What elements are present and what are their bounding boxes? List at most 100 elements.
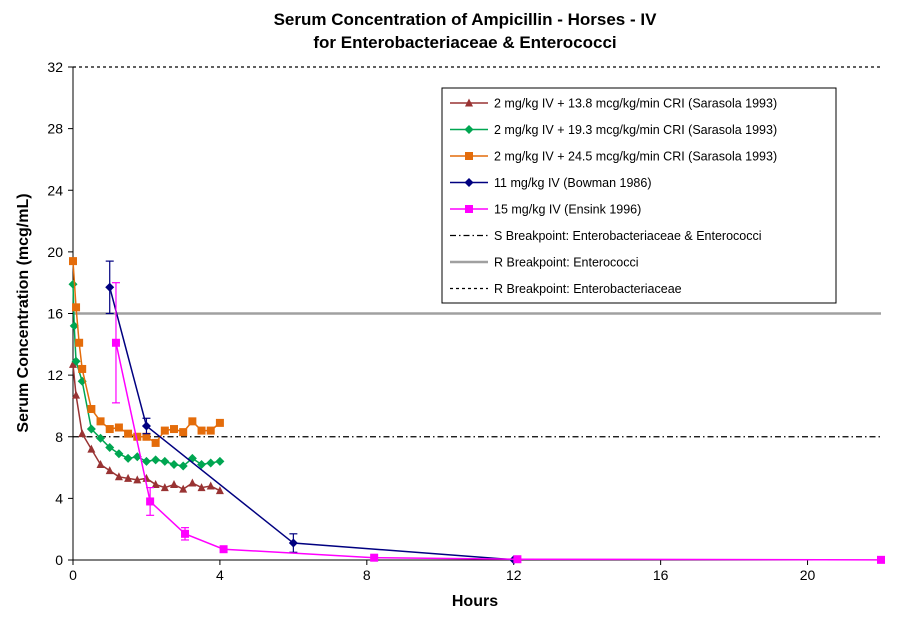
data-point [170, 480, 178, 489]
data-point [151, 438, 160, 447]
series-line [109, 287, 514, 561]
data-point [105, 466, 114, 475]
data-point [146, 497, 155, 506]
x-tick-label: 8 [363, 567, 371, 583]
data-point [105, 425, 114, 434]
data-point [188, 417, 197, 426]
series-line [72, 261, 221, 444]
data-point [78, 429, 87, 438]
legend-label: 2 mg/kg IV + 24.5 mcg/kg/min CRI (Saraso… [494, 150, 777, 164]
data-point [105, 443, 115, 453]
series-line [115, 342, 882, 561]
x-tick-label: 16 [653, 567, 669, 583]
data-point [370, 553, 379, 562]
data-point [133, 432, 142, 441]
y-axis-title: Serum Concentration (mcg/mL) [15, 193, 32, 432]
data-point [124, 473, 133, 482]
data-point [69, 257, 77, 266]
data-point [68, 279, 78, 289]
data-point [75, 338, 84, 347]
data-point [178, 461, 188, 471]
chart-title-line-1: Serum Concentration of Ampicillin - Hors… [274, 10, 658, 29]
y-tick-label: 8 [55, 429, 63, 445]
x-axis-title: Hours [452, 593, 498, 610]
data-point [181, 529, 190, 538]
y-tick-label: 32 [47, 59, 63, 75]
data-point [114, 449, 124, 459]
data-point [124, 429, 133, 438]
data-point [206, 426, 215, 435]
data-point [133, 475, 142, 484]
legend-swatch-marker [465, 152, 473, 160]
legend-label: 15 mg/kg IV (Ensink 1996) [494, 203, 641, 217]
data-point [96, 433, 106, 443]
y-tick-label: 28 [47, 121, 63, 137]
series-1 [69, 359, 224, 495]
data-point [96, 459, 105, 468]
data-point [197, 426, 206, 435]
legend-label: R Breakpoint: Enterobacteriaceae [494, 282, 682, 296]
data-point [69, 359, 77, 368]
data-point [142, 432, 151, 441]
data-point [215, 486, 224, 495]
data-point [151, 455, 161, 465]
data-point [288, 538, 298, 548]
data-point [179, 428, 188, 437]
data-point [877, 555, 885, 564]
data-point [87, 444, 96, 453]
data-point [71, 356, 81, 366]
data-point [160, 456, 170, 466]
legend-swatch-marker [465, 205, 473, 213]
legend-swatch-marker [465, 98, 473, 107]
data-point [111, 338, 120, 347]
legend-swatch-marker [464, 125, 474, 134]
y-tick-label: 24 [47, 182, 63, 198]
data-point [114, 472, 123, 481]
data-point [197, 459, 207, 469]
data-point [160, 483, 169, 492]
data-point [197, 483, 206, 492]
legend-label: S Breakpoint: Enterobacteriaceae & Enter… [494, 229, 762, 243]
y-tick-label: 16 [47, 306, 63, 322]
legend-label: 2 mg/kg IV + 19.3 mcg/kg/min CRI (Saraso… [494, 123, 777, 137]
data-point [188, 478, 197, 487]
legend: 2 mg/kg IV + 13.8 mcg/kg/min CRI (Saraso… [441, 87, 837, 304]
data-point [72, 303, 81, 312]
data-point [179, 484, 188, 493]
y-tick-label: 4 [55, 490, 63, 506]
data-point [141, 421, 151, 431]
y-tick-label: 12 [47, 367, 63, 383]
series-2 [68, 279, 225, 471]
data-point [86, 424, 96, 434]
legend-swatch-marker [464, 178, 474, 187]
data-point [87, 405, 96, 414]
legend-label: 11 mg/kg IV (Bowman 1986) [494, 176, 651, 190]
series-4 [105, 260, 519, 565]
data-point [219, 545, 228, 554]
data-point [513, 555, 522, 564]
x-tick-label: 0 [69, 567, 77, 583]
data-point [78, 364, 87, 373]
data-point [160, 426, 169, 435]
plot-area: 0 4 8 12 16 20 24 28 32 0 4 8 12 16 20 [47, 59, 885, 583]
data-point [69, 321, 79, 331]
legend-label: 2 mg/kg IV + 13.8 mcg/kg/min CRI (Saraso… [494, 97, 777, 111]
y-tick-label: 0 [55, 552, 63, 568]
legend-label: R Breakpoint: Enterococci [494, 256, 639, 270]
series-5 [111, 282, 885, 564]
series-3 [69, 257, 224, 447]
x-tick-label: 20 [800, 567, 816, 583]
legend-box [441, 87, 837, 304]
data-point [123, 453, 133, 463]
data-point [206, 458, 216, 468]
data-point [142, 473, 151, 482]
data-point [105, 282, 115, 292]
data-point [215, 418, 224, 427]
data-point [151, 480, 160, 489]
data-point [72, 390, 81, 399]
data-point [170, 425, 178, 434]
chart-title-line-2: for Enterobacteriaceae & Enterococci [313, 33, 616, 52]
data-point [169, 459, 179, 469]
data-point [206, 481, 215, 490]
